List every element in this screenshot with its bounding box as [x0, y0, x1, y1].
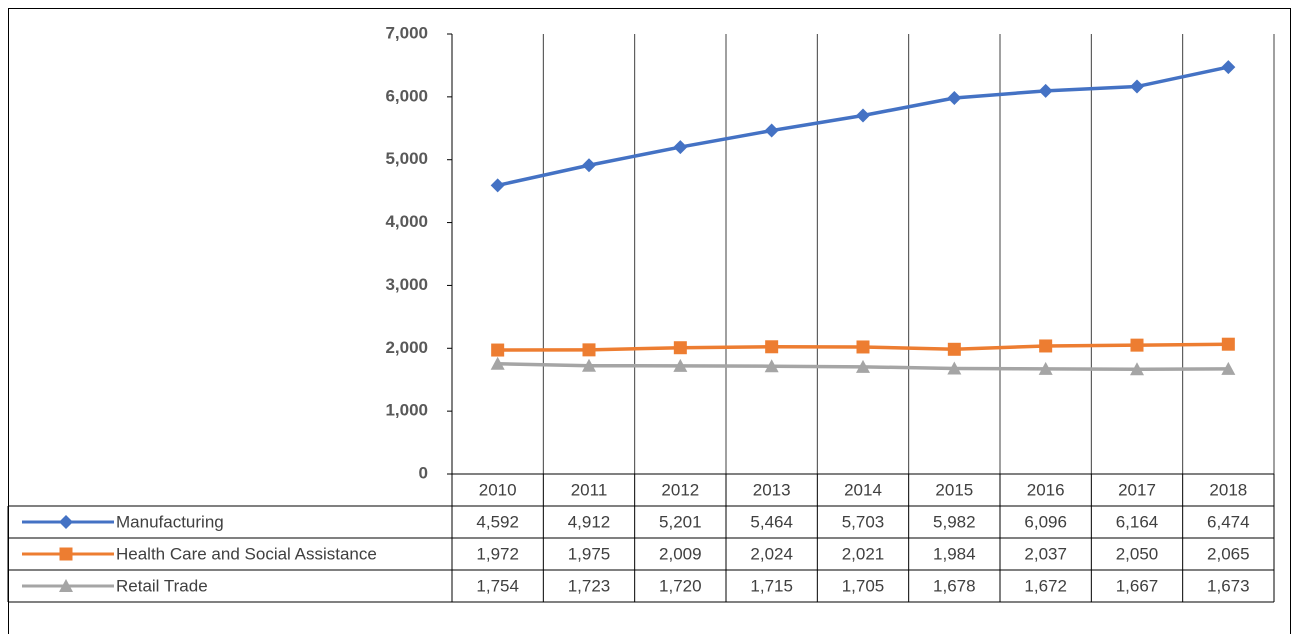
- chart-border: [8, 8, 1291, 634]
- marker: [947, 90, 962, 105]
- table-value: 1,678: [933, 576, 976, 595]
- marker: [856, 108, 870, 123]
- marker: [1221, 60, 1236, 75]
- table-value: 6,474: [1207, 512, 1250, 531]
- x-tick-label: 2014: [844, 480, 882, 499]
- x-tick-label: 2015: [935, 480, 973, 499]
- legend-label: Retail Trade: [116, 576, 208, 595]
- table-value: 2,024: [750, 544, 793, 563]
- marker: [1130, 362, 1144, 376]
- x-tick-label: 2010: [479, 480, 517, 499]
- marker: [673, 358, 688, 372]
- y-tick-label: 0: [419, 463, 428, 482]
- table-value: 2,037: [1024, 544, 1067, 563]
- table-value: 4,592: [476, 512, 519, 531]
- marker: [764, 123, 779, 138]
- marker: [1039, 339, 1053, 353]
- marker: [856, 359, 870, 373]
- table-value: 1,715: [750, 576, 793, 595]
- x-tick-label: 2018: [1209, 480, 1247, 499]
- table-value: 6,096: [1024, 512, 1067, 531]
- x-tick-label: 2016: [1027, 480, 1065, 499]
- marker: [1221, 337, 1235, 351]
- y-tick-label: 2,000: [385, 338, 428, 357]
- table-value: 1,667: [1116, 576, 1159, 595]
- marker: [1038, 361, 1053, 375]
- table-value: 2,050: [1116, 544, 1159, 563]
- table-value: 5,201: [659, 512, 702, 531]
- y-tick-label: 3,000: [385, 275, 428, 294]
- marker: [673, 140, 688, 155]
- y-tick-label: 6,000: [385, 86, 428, 105]
- table-value: 4,912: [568, 512, 611, 531]
- table-value: 1,723: [568, 576, 611, 595]
- marker: [1130, 338, 1144, 352]
- x-tick-label: 2017: [1118, 480, 1156, 499]
- legend-marker: [59, 515, 73, 529]
- marker: [582, 358, 596, 372]
- table-value: 1,720: [659, 576, 702, 595]
- table-value: 1,705: [842, 576, 885, 595]
- marker: [947, 342, 961, 356]
- marker: [947, 361, 962, 375]
- table-value: 2,065: [1207, 544, 1250, 563]
- marker: [1038, 83, 1053, 98]
- x-tick-label: 2012: [661, 480, 699, 499]
- table-value: 1,673: [1207, 576, 1250, 595]
- marker: [764, 359, 779, 373]
- table-value: 2,009: [659, 544, 702, 563]
- y-tick-label: 5,000: [385, 149, 428, 168]
- table-value: 1,754: [476, 576, 519, 595]
- y-tick-label: 1,000: [385, 401, 428, 420]
- table-value: 2,021: [842, 544, 885, 563]
- marker: [1221, 361, 1236, 375]
- legend-marker: [59, 547, 73, 561]
- y-tick-label: 7,000: [385, 23, 428, 42]
- marker: [582, 158, 596, 173]
- marker: [673, 341, 687, 355]
- marker: [491, 343, 505, 357]
- marker: [856, 340, 870, 354]
- table-value: 5,703: [842, 512, 885, 531]
- x-tick-label: 2013: [753, 480, 791, 499]
- table-value: 1,672: [1024, 576, 1067, 595]
- table-value: 1,984: [933, 544, 976, 563]
- table-value: 6,164: [1116, 512, 1159, 531]
- legend-marker: [59, 579, 73, 592]
- marker: [490, 356, 505, 370]
- legend-label: Manufacturing: [116, 512, 224, 531]
- marker: [490, 178, 505, 193]
- marker: [582, 343, 596, 357]
- marker: [765, 340, 779, 354]
- series-line: [497, 65, 1229, 188]
- table-value: 5,982: [933, 512, 976, 531]
- table-value: 5,464: [750, 512, 793, 531]
- y-tick-label: 4,000: [385, 212, 428, 231]
- x-tick-label: 2011: [571, 480, 608, 499]
- marker: [1130, 79, 1144, 94]
- table-value: 1,972: [476, 544, 519, 563]
- table-value: 1,975: [568, 544, 611, 563]
- legend-label: Health Care and Social Assistance: [116, 544, 377, 563]
